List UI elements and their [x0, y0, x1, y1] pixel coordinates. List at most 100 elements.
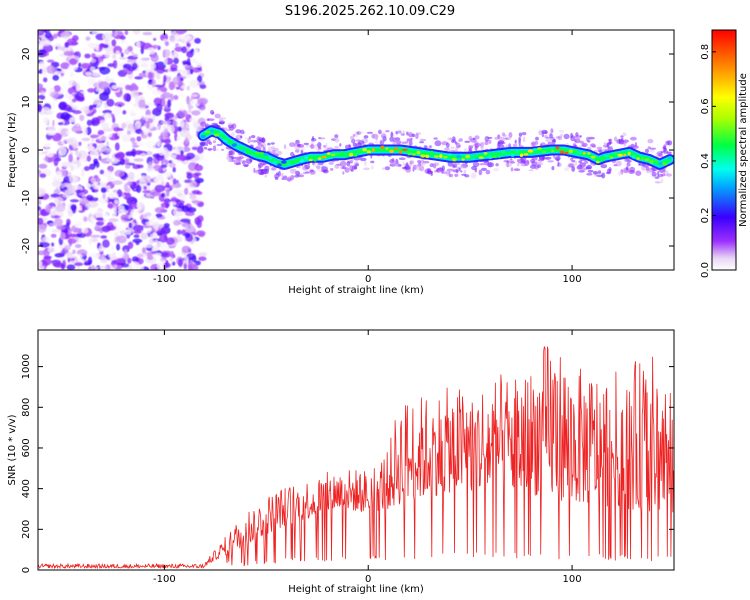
noise-blob: [143, 185, 147, 190]
noise-blob: [58, 102, 67, 110]
noise-blob: [38, 41, 44, 50]
halo-blob: [380, 133, 387, 139]
noise-blob: [93, 158, 98, 165]
noise-blob: [96, 217, 104, 221]
signal-peak: [258, 152, 264, 155]
noise-blob: [156, 261, 165, 270]
halo-blob: [200, 121, 207, 127]
noise-blob: [81, 168, 85, 177]
halo-blob: [528, 169, 534, 172]
noise-blob: [97, 135, 108, 141]
halo-blob: [423, 160, 430, 164]
noise-blob: [113, 30, 118, 37]
halo-blob: [601, 172, 606, 179]
signal-peak: [654, 159, 658, 162]
noise-blob: [107, 176, 115, 182]
signal-peak: [439, 154, 443, 158]
noise-blob: [156, 229, 166, 235]
halo-blob: [567, 163, 574, 168]
noise-blob: [184, 187, 189, 195]
noise-blob: [57, 44, 67, 52]
spectrogram-heatmap: [38, 30, 674, 270]
signal-peak: [667, 155, 672, 160]
halo-blob: [248, 139, 255, 142]
noise-blob: [189, 193, 197, 200]
noise-blob: [91, 53, 96, 59]
noise-blob: [179, 218, 191, 223]
signal-peak: [218, 131, 224, 135]
noise-blob: [154, 207, 166, 214]
signal-peak: [263, 153, 269, 156]
halo-blob: [359, 157, 367, 162]
noise-blob: [90, 177, 96, 184]
halo-blob: [625, 166, 629, 171]
noise-blob: [74, 244, 82, 249]
halo-blob: [282, 175, 288, 181]
halo-blob: [606, 142, 610, 149]
noise-blob: [169, 257, 174, 262]
halo-blob: [596, 174, 603, 178]
signal-peak: [487, 155, 493, 160]
spectrogram-y-tick-label: 10: [21, 96, 32, 109]
noise-blob: [124, 48, 130, 55]
noise-blob: [52, 74, 60, 81]
noise-blob: [128, 222, 133, 228]
noise-blob: [119, 158, 125, 166]
noise-blob: [108, 157, 119, 164]
halo-blob: [226, 152, 230, 158]
noise-blob: [87, 201, 99, 208]
noise-blob: [145, 121, 150, 129]
noise-blob: [73, 219, 84, 229]
noise-blob: [71, 125, 82, 133]
noise-blob: [147, 255, 154, 260]
noise-blob: [64, 42, 69, 48]
noise-blob: [151, 79, 156, 88]
halo-blob: [381, 167, 386, 170]
noise-blob: [81, 63, 92, 69]
halo-blob: [379, 140, 385, 145]
noise-blob: [84, 53, 91, 59]
halo-blob: [608, 167, 612, 172]
signal-peak: [362, 148, 367, 152]
signal-peak: [430, 150, 434, 155]
halo-blob: [328, 161, 334, 165]
noise-blob: [132, 238, 143, 243]
noise-blob: [145, 168, 156, 172]
noise-blob: [129, 112, 137, 117]
signal-peak: [231, 143, 238, 147]
signal-peak: [492, 155, 498, 159]
halo-blob: [206, 118, 210, 121]
noise-blob: [197, 75, 203, 83]
spectrogram-y-tick-label: 20: [21, 48, 32, 61]
halo-blob: [509, 161, 516, 164]
signal-peak: [461, 158, 465, 161]
noise-blob: [113, 264, 118, 269]
signal-peak: [568, 149, 574, 153]
signal-peak: [286, 162, 290, 165]
signal-peak: [416, 150, 421, 155]
halo-blob: [474, 135, 480, 140]
halo-blob: [434, 140, 442, 147]
halo-blob: [588, 136, 595, 140]
halo-blob: [596, 146, 603, 150]
halo-blob: [508, 132, 513, 138]
noise-blob: [112, 213, 116, 217]
halo-blob: [660, 178, 664, 184]
noise-blob: [112, 60, 118, 69]
halo-blob: [444, 147, 450, 152]
snr-y-tick-label: 0: [21, 567, 32, 573]
halo-blob: [408, 140, 413, 147]
noise-blob: [187, 109, 192, 114]
chart-title: S196.2025.262.10.09.C29: [285, 4, 455, 19]
noise-blob: [179, 129, 190, 138]
halo-blob: [649, 169, 652, 175]
noise-blob: [76, 150, 88, 159]
noise-blob: [164, 116, 170, 122]
halo-blob: [551, 166, 555, 171]
noise-blob: [173, 189, 185, 194]
noise-blob: [199, 141, 206, 147]
noise-blob: [151, 191, 162, 197]
noise-blob: [99, 43, 106, 48]
noise-blob: [160, 202, 170, 208]
halo-blob: [350, 135, 355, 140]
